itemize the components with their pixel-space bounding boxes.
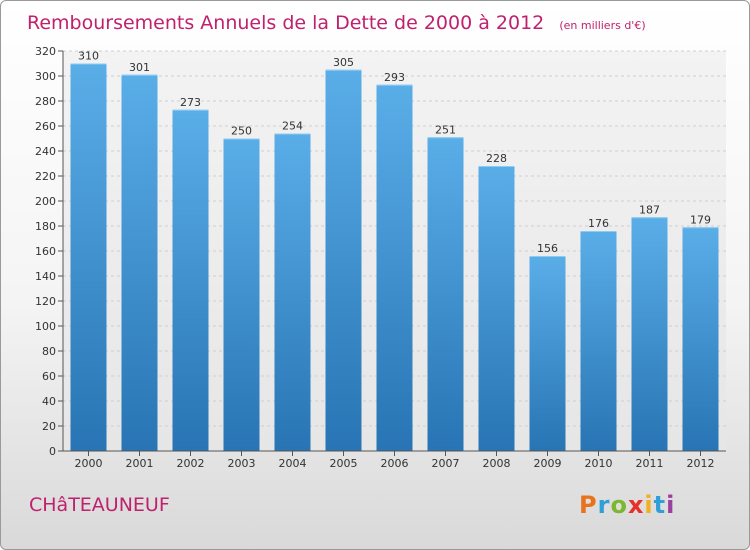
logo-letter: i <box>666 491 676 519</box>
logo-letter: i <box>644 491 654 519</box>
bar-2008 <box>478 166 515 451</box>
bar-2009 <box>529 256 566 451</box>
x-tick-label-2006: 2006 <box>381 457 409 470</box>
bars: 310 301 273 250 254 305 293 251 228 156 176 187 179 <box>70 50 719 451</box>
value-label-2012: 179 <box>690 213 711 226</box>
y-tick-label: 40 <box>42 395 56 408</box>
y-tick-label: 60 <box>42 370 56 383</box>
value-label-2001: 301 <box>129 61 150 74</box>
bar-2011 <box>631 217 668 451</box>
proxiti-logo: Proxiti <box>579 491 675 519</box>
value-label-2004: 254 <box>282 120 303 133</box>
y-tick-label: 260 <box>35 120 56 133</box>
bar-2007 <box>427 137 464 451</box>
bar-2000 <box>70 63 107 451</box>
y-tick-label: 200 <box>35 195 56 208</box>
logo-letter: r <box>597 491 611 519</box>
value-label-2011: 187 <box>639 203 660 216</box>
logo-letter: t <box>653 491 667 519</box>
y-tick-label: 240 <box>35 145 56 158</box>
y-tick-label: 180 <box>35 220 56 233</box>
y-tick-label: 160 <box>35 245 56 258</box>
value-label-2010: 176 <box>588 217 609 230</box>
value-label-2000: 310 <box>78 50 99 63</box>
bar-2004 <box>274 133 311 451</box>
bar-2006 <box>376 84 413 451</box>
value-label-2002: 273 <box>180 96 201 109</box>
y-tick-label: 100 <box>35 320 56 333</box>
chart-title-main: Remboursements Annuels de la Dette de 20… <box>27 12 544 34</box>
value-label-2007: 251 <box>435 123 456 136</box>
value-label-2009: 156 <box>537 242 558 255</box>
y-tick-label: 280 <box>35 95 56 108</box>
x-tick-label-2000: 2000 <box>75 457 103 470</box>
value-label-2003: 250 <box>231 125 252 138</box>
y-tick-label: 220 <box>35 170 56 183</box>
bar-2012 <box>682 227 719 451</box>
city-name: CHâTEAUNEUF <box>29 494 170 516</box>
bar-2001 <box>121 74 158 451</box>
value-label-2005: 305 <box>333 56 354 69</box>
value-label-2006: 293 <box>384 71 405 84</box>
value-label-2008: 228 <box>486 152 507 165</box>
bar-2003 <box>223 138 260 451</box>
chart-title: Remboursements Annuels de la Dette de 20… <box>27 12 646 34</box>
x-tick-label-2004: 2004 <box>279 457 307 470</box>
x-tick-label-2003: 2003 <box>228 457 256 470</box>
logo-letter: P <box>579 491 598 519</box>
logo-letter: o <box>610 491 628 519</box>
x-tick-label-2010: 2010 <box>585 457 613 470</box>
x-tick-label-2011: 2011 <box>636 457 664 470</box>
y-tick-label: 80 <box>42 345 56 358</box>
y-tick-label: 140 <box>35 270 56 283</box>
x-tick-label-2012: 2012 <box>687 457 715 470</box>
y-tick-label: 0 <box>49 445 56 458</box>
x-tick-label-2007: 2007 <box>432 457 460 470</box>
y-axis: 0 20 40 60 80 100 120 140 160 180 200 220 240 260 280 3… <box>35 45 64 458</box>
x-tick-label-2009: 2009 <box>534 457 562 470</box>
logo-letter: x <box>627 491 645 519</box>
chart-title-unit: (en milliers d'€) <box>559 19 645 32</box>
y-tick-label: 300 <box>35 70 56 83</box>
x-tick-label-2005: 2005 <box>330 457 358 470</box>
bar-2005 <box>325 69 362 451</box>
bar-2010 <box>580 231 617 451</box>
x-tick-label-2008: 2008 <box>483 457 511 470</box>
x-axis: 2000 2001 2002 2003 2004 2005 2006 2007 2008 2009… <box>63 450 726 470</box>
x-tick-label-2001: 2001 <box>126 457 154 470</box>
bar-2002 <box>172 109 209 451</box>
y-tick-label: 120 <box>35 295 56 308</box>
y-tick-label: 320 <box>35 45 56 58</box>
y-tick-label: 20 <box>42 420 56 433</box>
x-tick-label-2002: 2002 <box>177 457 205 470</box>
